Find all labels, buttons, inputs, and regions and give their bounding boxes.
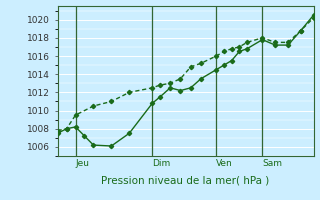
Text: Dim: Dim bbox=[152, 159, 171, 168]
X-axis label: Pression niveau de la mer( hPa ): Pression niveau de la mer( hPa ) bbox=[101, 175, 270, 185]
Text: Jeu: Jeu bbox=[76, 159, 90, 168]
Text: Sam: Sam bbox=[262, 159, 282, 168]
Text: Ven: Ven bbox=[216, 159, 233, 168]
